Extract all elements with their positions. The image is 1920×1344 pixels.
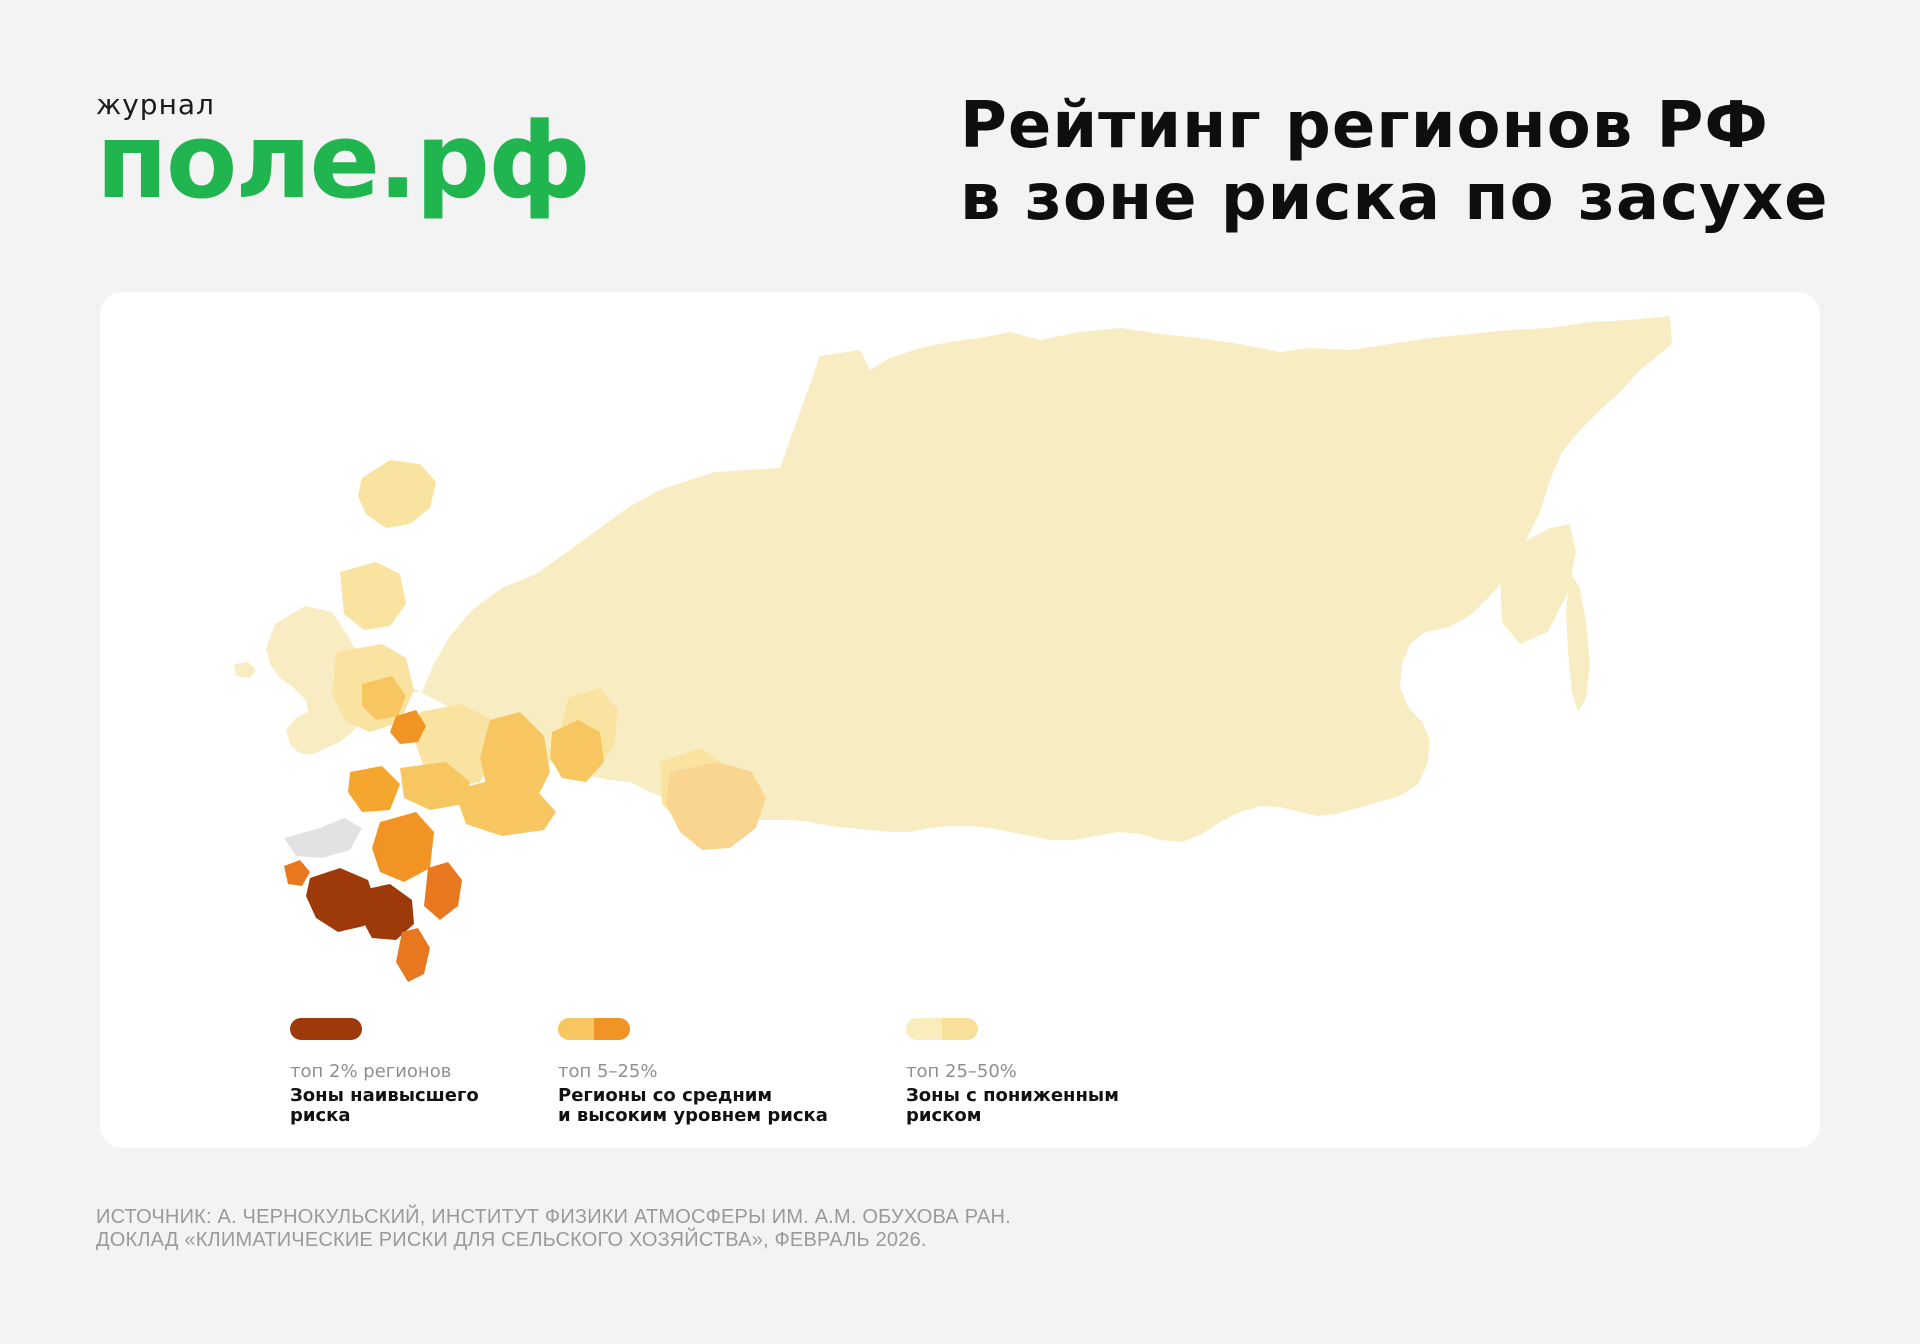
- legend-desc-low: Зоны с пониженным риском: [906, 1085, 1119, 1126]
- page-title: Рейтинг регионов РФ в зоне риска по засу…: [960, 90, 1860, 234]
- region-sakhalin: [1566, 572, 1590, 712]
- legend-range-top: топ 2% регионов: [290, 1061, 452, 1082]
- region-dagestan: [396, 928, 430, 982]
- region-voronezh: [348, 766, 400, 812]
- russia-risk-map: [234, 316, 1672, 982]
- legend-low-risk: топ 25–50% Зоны с пониженным риском: [906, 1018, 1206, 1126]
- legend-range-mid: топ 5–25%: [558, 1061, 658, 1082]
- region-upper-volga: [362, 676, 406, 720]
- region-kaliningrad: [234, 662, 256, 678]
- region-tambov: [390, 710, 426, 744]
- legend-swatch-top: [290, 1018, 362, 1040]
- legend-desc-top: Зоны наивысшего риска: [290, 1085, 479, 1126]
- title-line-1: Рейтинг регионов РФ: [960, 89, 1769, 163]
- legend-desc-mid: Регионы со средним и высоким уровнем рис…: [558, 1085, 828, 1126]
- legend-mid-risk: топ 5–25% Регионы со средним и высоким у…: [558, 1018, 858, 1126]
- region-saratov: [400, 762, 470, 810]
- region-astrakhan: [424, 862, 462, 920]
- source-line-2: ДОКЛАД «КЛИМАТИЧЕСКИЕ РИСКИ ДЛЯ СЕЛЬСКОГ…: [96, 1229, 927, 1251]
- region-volgograd: [372, 812, 434, 882]
- logo-wordmark: поле.рф: [96, 100, 591, 222]
- region-kola: [358, 460, 436, 528]
- legend-swatch-mid: [558, 1018, 630, 1040]
- region-kamchatka: [1500, 524, 1576, 644]
- header: журнал поле.рф Рейтинг регионов РФ в зон…: [0, 0, 1920, 280]
- region-chelyabinsk: [550, 720, 604, 782]
- region-crimea: [284, 860, 310, 886]
- legend-swatch-low: [906, 1018, 978, 1040]
- region-northwest: [340, 562, 406, 630]
- source-line-1: ИСТОЧНИК: А. ЧЕРНОКУЛЬСКИЙ, ИНСТИТУТ ФИЗ…: [96, 1206, 1011, 1228]
- region-orenburg: [454, 778, 556, 836]
- legend-range-low: топ 25–50%: [906, 1061, 1017, 1082]
- region-stavropol: [360, 884, 414, 940]
- source-note: ИСТОЧНИК: А. ЧЕРНОКУЛЬСКИЙ, ИНСТИТУТ ФИЗ…: [96, 1206, 1296, 1252]
- region-altai: [666, 762, 766, 850]
- region-no-data: [284, 818, 362, 858]
- map-card: топ 2% регионов Зоны наивысшего риска то…: [100, 292, 1820, 1148]
- title-line-2: в зоне риска по засухе: [960, 161, 1829, 235]
- logo[interactable]: журнал поле.рф: [96, 88, 591, 222]
- region-krasnodar: [306, 868, 376, 932]
- legend-top-risk: топ 2% регионов Зоны наивысшего риска: [290, 1018, 590, 1126]
- logo-caption: журнал: [96, 88, 215, 121]
